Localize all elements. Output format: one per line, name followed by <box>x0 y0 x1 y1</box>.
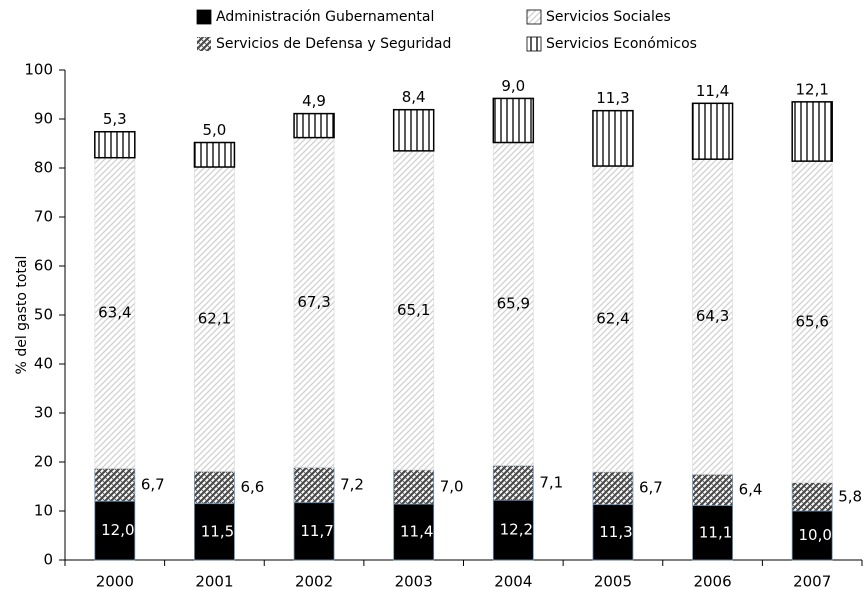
bar-segment <box>791 510 833 561</box>
value-label: 11,3 <box>596 89 629 107</box>
value-label: 11,4 <box>696 82 729 100</box>
bar-segment <box>393 150 435 471</box>
bar-segment <box>293 502 335 561</box>
value-label: 62,1 <box>198 310 231 328</box>
bar-segment <box>94 467 136 502</box>
legend-label: Servicios Sociales <box>546 9 671 25</box>
x-tick-label: 2003 <box>395 573 433 590</box>
x-tick-label: 2000 <box>96 573 134 590</box>
y-tick-label: 20 <box>34 453 53 471</box>
y-axis-label: % del gasto total <box>14 256 30 375</box>
legend-label: Administración Gubernamental <box>216 9 434 25</box>
value-label: 4,9 <box>302 92 326 110</box>
value-label: 11,1 <box>699 523 732 541</box>
value-label: 67,3 <box>297 293 330 311</box>
value-label: 6,7 <box>639 479 663 497</box>
value-label: 12,0 <box>101 521 134 539</box>
bar-segment <box>791 101 833 162</box>
value-label: 65,6 <box>795 312 828 330</box>
value-label: 6,4 <box>739 480 763 498</box>
y-tick-label: 30 <box>34 404 53 422</box>
bar-segment <box>94 500 136 561</box>
legend-swatch <box>526 9 542 25</box>
x-tick-label: 2006 <box>693 573 731 590</box>
x-tick-label: 2005 <box>594 573 632 590</box>
value-label: 11,3 <box>599 523 632 541</box>
bar-segment <box>592 504 634 561</box>
value-label: 5,3 <box>103 110 127 128</box>
legend-swatch <box>197 37 211 51</box>
value-label: 7,2 <box>340 476 364 494</box>
x-tick-label: 2001 <box>195 573 233 590</box>
bar-segment <box>692 505 733 561</box>
bar-segment <box>492 499 534 561</box>
value-label: 5,8 <box>838 487 862 505</box>
x-tick-label: 2007 <box>793 573 831 590</box>
bar-segment <box>492 465 534 501</box>
value-label: 12,2 <box>500 521 533 539</box>
legend-label: Servicios Económicos <box>546 36 697 52</box>
bar-segment <box>193 141 236 168</box>
y-tick-label: 0 <box>43 551 53 569</box>
bar-segment <box>692 473 733 507</box>
x-tick-label: 2004 <box>494 573 532 590</box>
value-label: 5,0 <box>203 121 227 139</box>
value-label: 7,0 <box>440 477 464 495</box>
value-label: 6,7 <box>141 475 165 493</box>
bar-segment <box>492 142 534 466</box>
value-label: 7,1 <box>539 473 563 491</box>
value-label: 6,6 <box>240 478 264 496</box>
bar-segment <box>592 471 634 506</box>
bar-segment <box>592 109 634 167</box>
bar-segment <box>194 470 235 505</box>
value-label: 63,4 <box>98 304 131 322</box>
bar-segment <box>791 160 833 483</box>
bar-segment <box>194 166 235 472</box>
y-tick-label: 50 <box>34 306 53 324</box>
value-label: 65,1 <box>397 301 430 319</box>
value-label: 12,1 <box>795 80 828 98</box>
y-tick-label: 100 <box>24 61 53 79</box>
value-label: 62,4 <box>596 309 629 327</box>
bar-segment <box>94 130 136 159</box>
value-label: 11,4 <box>400 523 433 541</box>
bar-segment <box>293 112 335 139</box>
y-tick-label: 90 <box>34 110 53 128</box>
y-tick-label: 70 <box>34 208 53 226</box>
bar-segment <box>94 157 136 469</box>
x-tick-label: 2002 <box>295 573 333 590</box>
y-tick-label: 40 <box>34 355 53 373</box>
value-label: 65,9 <box>497 294 530 312</box>
bar-segment <box>592 165 634 473</box>
y-tick-label: 80 <box>34 159 53 177</box>
bar-segment <box>691 102 734 160</box>
y-tick-label: 60 <box>34 257 53 275</box>
bar-segment <box>194 503 235 561</box>
value-label: 11,5 <box>201 522 234 540</box>
y-tick-label: 10 <box>34 502 53 520</box>
bar-segment <box>393 469 435 505</box>
bar-segment <box>392 108 435 152</box>
value-label: 9,0 <box>501 77 525 95</box>
legend-label: Servicios de Defensa y Seguridad <box>216 36 451 52</box>
value-label: 11,7 <box>300 522 333 540</box>
bar-segment <box>293 466 335 504</box>
bar-segment <box>791 482 833 512</box>
value-label: 64,3 <box>696 307 729 325</box>
legend-swatch <box>526 36 542 52</box>
legend-swatch <box>196 9 212 25</box>
value-label: 10,0 <box>798 526 831 544</box>
bar-segment <box>492 97 535 144</box>
bar-segment <box>692 158 733 475</box>
bar-segment <box>293 137 335 468</box>
value-label: 8,4 <box>402 88 426 106</box>
